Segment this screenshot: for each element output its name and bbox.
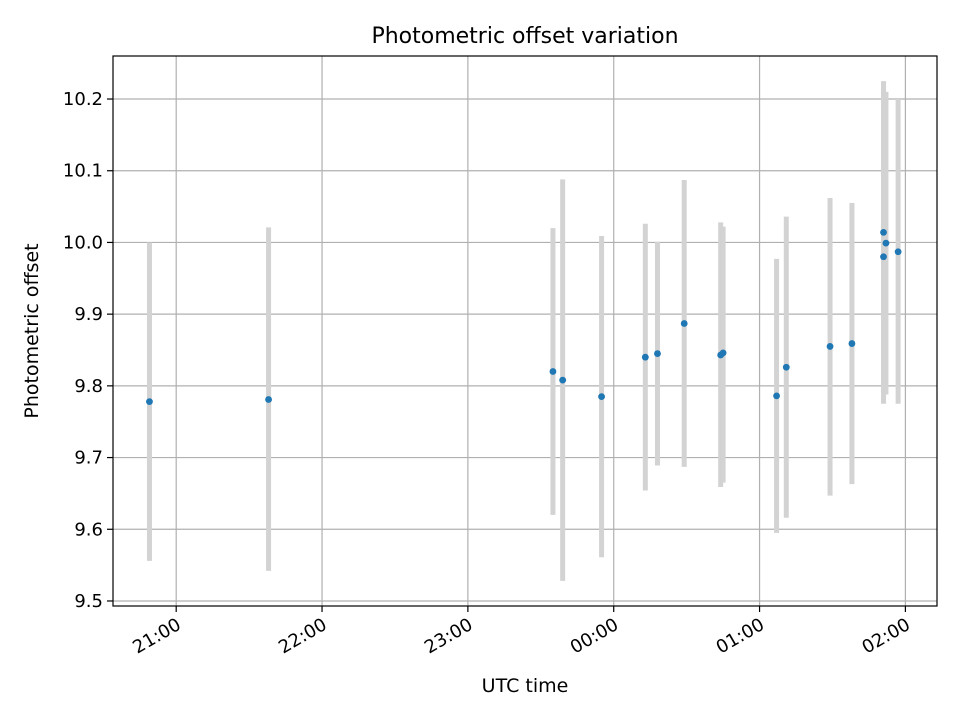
grid <box>113 56 937 606</box>
data-point <box>641 353 649 361</box>
y-tick-label: 9.8 <box>74 376 103 397</box>
y-tick-label: 10.1 <box>63 161 103 182</box>
data-point <box>559 376 567 384</box>
data-point <box>598 393 605 401</box>
x-axis-ticks: 21:00 22:00 23:00 00:00 01:00 02:00 <box>129 606 914 658</box>
data-point <box>826 343 834 350</box>
x-tick-label: 00:00 <box>567 614 622 658</box>
x-tick-label: 23:00 <box>421 614 476 658</box>
data-point <box>782 363 790 371</box>
y-tick-label: 10.0 <box>63 232 103 253</box>
y-tick-label: 9.9 <box>74 304 103 325</box>
data-point <box>549 368 557 375</box>
data-point <box>880 229 887 236</box>
data-point <box>719 349 727 357</box>
data-point <box>265 396 272 403</box>
y-tick-label: 9.6 <box>74 519 103 540</box>
error-bars <box>146 81 901 581</box>
data-point <box>654 350 661 357</box>
data-point <box>848 340 856 347</box>
plot-frame <box>112 55 938 607</box>
x-tick-label: 21:00 <box>129 614 184 658</box>
x-tick-label: 02:00 <box>858 614 913 658</box>
data-point <box>882 239 890 247</box>
data-point <box>773 392 780 400</box>
data-point <box>680 320 688 327</box>
y-axis-label: Photometric offset <box>21 243 43 418</box>
x-tick-label: 01:00 <box>713 614 768 658</box>
y-tick-label: 9.7 <box>74 448 103 469</box>
y-tick-label: 9.5 <box>74 591 103 612</box>
x-tick-label: 22:00 <box>275 614 330 658</box>
y-axis-ticks: 9.5 9.6 9.7 9.8 9.9 10.0 10.1 10.2 <box>63 89 113 612</box>
y-tick-label: 10.2 <box>63 89 103 110</box>
data-point <box>894 248 902 256</box>
data-point <box>146 398 153 406</box>
data-point <box>880 253 887 261</box>
data-points <box>146 229 902 406</box>
x-axis-label: UTC time <box>482 675 569 697</box>
chart-title: Photometric offset variation <box>371 24 678 49</box>
